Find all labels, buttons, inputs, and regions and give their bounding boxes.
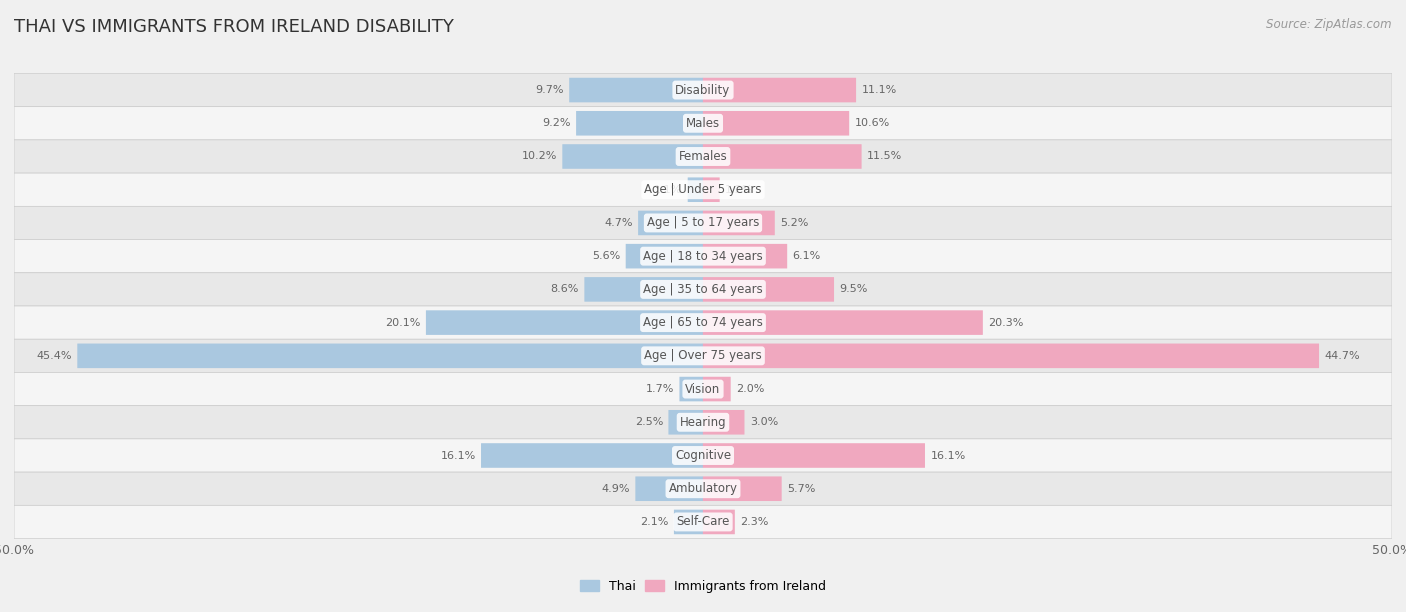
Text: 4.9%: 4.9%: [602, 483, 630, 494]
Text: 9.7%: 9.7%: [536, 85, 564, 95]
Text: 8.6%: 8.6%: [551, 285, 579, 294]
FancyBboxPatch shape: [703, 78, 856, 102]
Text: 1.7%: 1.7%: [645, 384, 673, 394]
Text: 1.1%: 1.1%: [654, 185, 682, 195]
FancyBboxPatch shape: [626, 244, 703, 269]
FancyBboxPatch shape: [703, 144, 862, 169]
Text: 6.1%: 6.1%: [793, 251, 821, 261]
FancyBboxPatch shape: [703, 343, 1319, 368]
FancyBboxPatch shape: [703, 410, 744, 435]
Text: Disability: Disability: [675, 84, 731, 97]
FancyBboxPatch shape: [688, 177, 703, 202]
Text: 11.5%: 11.5%: [868, 152, 903, 162]
FancyBboxPatch shape: [569, 78, 703, 102]
FancyBboxPatch shape: [673, 510, 703, 534]
Text: 5.6%: 5.6%: [592, 251, 620, 261]
Text: 9.5%: 9.5%: [839, 285, 868, 294]
FancyBboxPatch shape: [703, 377, 731, 401]
Text: 10.2%: 10.2%: [522, 152, 557, 162]
Text: 5.2%: 5.2%: [780, 218, 808, 228]
FancyBboxPatch shape: [576, 111, 703, 136]
FancyBboxPatch shape: [14, 306, 1392, 339]
Text: Age | 18 to 34 years: Age | 18 to 34 years: [643, 250, 763, 263]
Text: Hearing: Hearing: [679, 416, 727, 429]
FancyBboxPatch shape: [481, 443, 703, 468]
Text: THAI VS IMMIGRANTS FROM IRELAND DISABILITY: THAI VS IMMIGRANTS FROM IRELAND DISABILI…: [14, 18, 454, 36]
Text: Cognitive: Cognitive: [675, 449, 731, 462]
FancyBboxPatch shape: [14, 406, 1392, 439]
Text: 9.2%: 9.2%: [543, 118, 571, 129]
Text: 20.1%: 20.1%: [385, 318, 420, 327]
FancyBboxPatch shape: [14, 206, 1392, 239]
Text: Males: Males: [686, 117, 720, 130]
Text: 45.4%: 45.4%: [37, 351, 72, 361]
FancyBboxPatch shape: [426, 310, 703, 335]
FancyBboxPatch shape: [585, 277, 703, 302]
FancyBboxPatch shape: [14, 239, 1392, 273]
FancyBboxPatch shape: [562, 144, 703, 169]
FancyBboxPatch shape: [703, 211, 775, 235]
FancyBboxPatch shape: [14, 273, 1392, 306]
Text: Self-Care: Self-Care: [676, 515, 730, 528]
Text: Age | Over 75 years: Age | Over 75 years: [644, 349, 762, 362]
FancyBboxPatch shape: [703, 476, 782, 501]
FancyBboxPatch shape: [14, 339, 1392, 373]
FancyBboxPatch shape: [14, 439, 1392, 472]
FancyBboxPatch shape: [14, 173, 1392, 206]
Text: 3.0%: 3.0%: [749, 417, 778, 427]
FancyBboxPatch shape: [14, 373, 1392, 406]
FancyBboxPatch shape: [638, 211, 703, 235]
Text: Age | 35 to 64 years: Age | 35 to 64 years: [643, 283, 763, 296]
Text: Source: ZipAtlas.com: Source: ZipAtlas.com: [1267, 18, 1392, 31]
FancyBboxPatch shape: [668, 410, 703, 435]
Text: Age | Under 5 years: Age | Under 5 years: [644, 183, 762, 196]
FancyBboxPatch shape: [703, 443, 925, 468]
Text: 10.6%: 10.6%: [855, 118, 890, 129]
Text: Age | 65 to 74 years: Age | 65 to 74 years: [643, 316, 763, 329]
Text: 2.3%: 2.3%: [740, 517, 769, 527]
FancyBboxPatch shape: [679, 377, 703, 401]
FancyBboxPatch shape: [703, 277, 834, 302]
Text: 1.2%: 1.2%: [725, 185, 754, 195]
Text: 2.5%: 2.5%: [634, 417, 664, 427]
Text: 2.0%: 2.0%: [737, 384, 765, 394]
Text: 16.1%: 16.1%: [440, 450, 475, 460]
Text: Females: Females: [679, 150, 727, 163]
Text: 5.7%: 5.7%: [787, 483, 815, 494]
Text: 16.1%: 16.1%: [931, 450, 966, 460]
FancyBboxPatch shape: [703, 310, 983, 335]
Text: Vision: Vision: [685, 382, 721, 395]
FancyBboxPatch shape: [14, 506, 1392, 539]
Text: 20.3%: 20.3%: [988, 318, 1024, 327]
Legend: Thai, Immigrants from Ireland: Thai, Immigrants from Ireland: [579, 580, 827, 593]
Text: 4.7%: 4.7%: [605, 218, 633, 228]
FancyBboxPatch shape: [14, 73, 1392, 106]
FancyBboxPatch shape: [77, 343, 703, 368]
Text: 2.1%: 2.1%: [640, 517, 669, 527]
FancyBboxPatch shape: [636, 476, 703, 501]
Text: 11.1%: 11.1%: [862, 85, 897, 95]
Text: 44.7%: 44.7%: [1324, 351, 1360, 361]
FancyBboxPatch shape: [14, 106, 1392, 140]
FancyBboxPatch shape: [14, 140, 1392, 173]
FancyBboxPatch shape: [14, 472, 1392, 506]
FancyBboxPatch shape: [703, 177, 720, 202]
FancyBboxPatch shape: [703, 510, 735, 534]
Text: Ambulatory: Ambulatory: [668, 482, 738, 495]
Text: Age | 5 to 17 years: Age | 5 to 17 years: [647, 217, 759, 230]
FancyBboxPatch shape: [703, 111, 849, 136]
FancyBboxPatch shape: [703, 244, 787, 269]
